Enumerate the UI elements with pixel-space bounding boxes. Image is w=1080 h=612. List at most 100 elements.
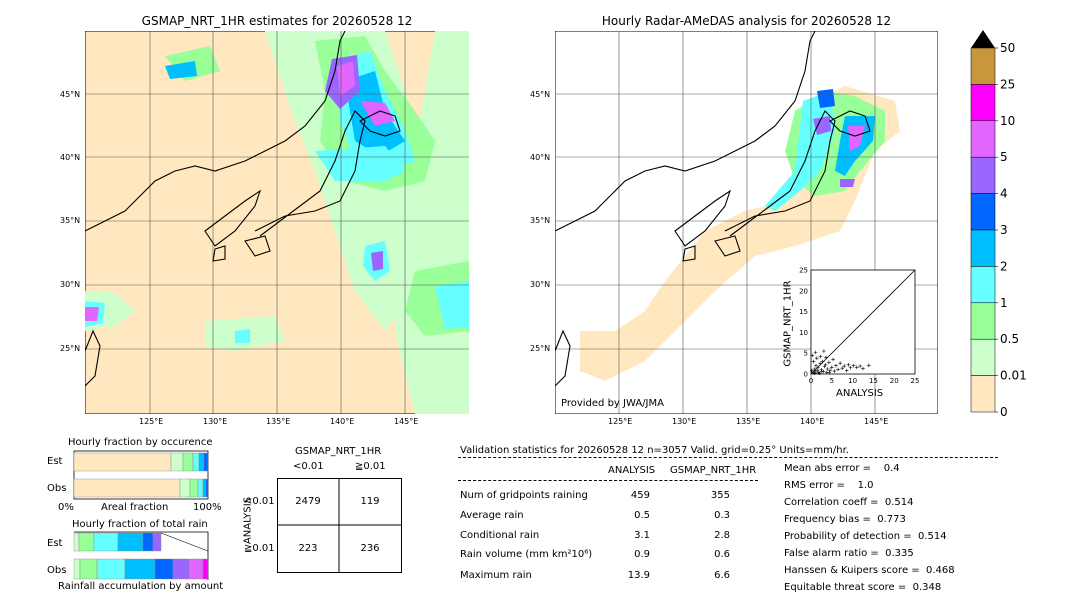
scatter-point (854, 365, 859, 370)
scatter-point (828, 368, 832, 373)
stat-label-volume: Rain volume (mm km²10⁶) (460, 549, 593, 560)
score-far: False alarm ratio = 0.335 (784, 548, 914, 559)
stat-analysis-gridpoints: 459 (630, 490, 650, 501)
scatter-point (834, 363, 838, 368)
contingency-cell-miss: 223 (298, 543, 318, 554)
colorbar-level-label: 0.01 (1000, 369, 1027, 383)
colorbar-segment (970, 338, 996, 376)
colorbar-segment (970, 156, 996, 194)
score-rms-error: RMS error = 1.0 (784, 480, 874, 491)
scatter-point (819, 368, 824, 372)
scatter-xtick-label: 5 (830, 377, 834, 385)
scatter-point (830, 365, 834, 370)
scatter-point (851, 363, 856, 368)
left-lon-label-135: 135°E (266, 417, 291, 426)
score-pod: Probability of detection = 0.514 (784, 531, 947, 542)
right-lon-label-125: 125°E (608, 417, 633, 426)
left-map (85, 31, 469, 414)
scatter-point (824, 355, 828, 360)
stat-gsmap-maximum: 6.6 (714, 570, 730, 581)
score-hk: Hanssen & Kuipers score = 0.468 (784, 565, 955, 576)
contingency-cell-hit-none: 2479 (295, 496, 321, 507)
scatter-point (822, 349, 826, 353)
occurrence-est-label: Est (47, 456, 63, 467)
total-rain-est-bar (73, 532, 162, 552)
left-map-rain-field (85, 31, 469, 414)
scatter-xtick-label: 15 (869, 377, 878, 385)
scatter-point (838, 361, 842, 365)
scatter-point (858, 364, 862, 368)
scatter-point (825, 367, 830, 371)
scatter-point (825, 370, 829, 375)
contingency-title: GSMAP_NRT_1HR (295, 446, 382, 457)
validation-col-gsmap: GSMAP_NRT_1HR (670, 465, 757, 476)
score-mean-abs-error: Mean abs error = 0.4 (784, 463, 900, 474)
scatter-xlabel: ANALYSIS (836, 388, 884, 399)
colorbar-level-label: 3 (1000, 223, 1008, 237)
contingency-cell-hit: 236 (360, 543, 380, 554)
left-lat-label-35: 35°N (60, 216, 81, 225)
validation-header: Validation statistics for 20260528 12 n=… (460, 445, 849, 456)
contingency-row-ge: ≧0.01 (244, 543, 275, 554)
colorbar-level-label: 0.5 (1000, 332, 1019, 346)
contingency-cell-false-alarm: 119 (360, 496, 380, 507)
scatter-point (820, 369, 824, 374)
occurrence-axis-left: 0% (58, 502, 74, 513)
colorbar-segment (970, 375, 996, 413)
scatter-point (811, 359, 816, 364)
scatter-point (832, 369, 837, 373)
left-map-coastline (85, 31, 401, 387)
right-map-coastline (555, 31, 871, 387)
colorbar-segment (970, 120, 996, 158)
stat-analysis-average: 0.5 (634, 510, 650, 521)
colorbar-level-label: 1 (1000, 296, 1008, 310)
stat-gsmap-conditional: 2.8 (714, 530, 730, 541)
colorbar: 50 25 10 5 4 3 2 1 0.5 0.01 0 (970, 30, 1027, 419)
total-rain-title: Hourly fraction of total rain (72, 519, 208, 530)
validation-divider (458, 457, 998, 458)
scatter-point (842, 364, 847, 368)
score-correlation: Correlation coeff = 0.514 (784, 497, 914, 508)
scatter-point (840, 366, 844, 370)
score-frequency-bias: Frequency bias = 0.773 (784, 514, 906, 525)
scatter-point (815, 356, 819, 360)
scatter-point (846, 363, 851, 367)
scatter-plot: 0 5 10 15 20 25 0 5 10 15 20 25 (799, 267, 919, 386)
scatter-point (816, 370, 821, 375)
scatter-ytick-label: 20 (799, 287, 808, 295)
stat-label-gridpoints: Num of gridpoints raining (460, 490, 588, 501)
colorbar-level-label: 2 (1000, 259, 1008, 273)
occurrence-axis-right: 100% (193, 502, 222, 513)
colorbar-segment (970, 266, 996, 304)
stat-label-average: Average rain (460, 510, 524, 521)
right-lat-label-45: 45°N (530, 90, 551, 99)
contingency-row-lt: <0.01 (244, 496, 275, 507)
stat-gsmap-volume: 0.6 (714, 549, 730, 560)
scatter-xtick-label: 10 (848, 377, 857, 385)
colorbar-segment (970, 84, 996, 122)
scatter-point (811, 370, 815, 375)
scatter-point (812, 367, 817, 371)
scatter-point (823, 363, 828, 367)
left-lat-label-40: 40°N (60, 153, 81, 162)
scatter-point (848, 365, 853, 370)
scatter-diagonal (810, 269, 916, 375)
scatter-point (818, 361, 822, 366)
total-rain-est-label: Est (47, 538, 63, 549)
colorbar-extend-arrow (971, 30, 995, 48)
occurrence-obs-bar (73, 478, 209, 498)
left-map-graticule (85, 31, 469, 414)
scatter-ytick-label: 10 (799, 329, 808, 337)
colorbar-level-label: 10 (1000, 114, 1015, 128)
stat-gsmap-gridpoints: 355 (710, 490, 730, 501)
scatter-point (812, 371, 817, 375)
right-lon-label-140: 140°E (800, 417, 825, 426)
scatter-ytick-label: 15 (799, 308, 808, 316)
left-lat-label-30: 30°N (60, 280, 81, 289)
scatter-point (818, 354, 823, 359)
left-map-title: GSMAP_NRT_1HR estimates for 20260528 12 (141, 14, 413, 28)
colorbar-level-label: 25 (1000, 77, 1015, 91)
score-ets: Equitable threat score = 0.348 (784, 582, 942, 593)
contingency-col-ge: ≧0.01 (355, 461, 386, 472)
occurrence-est-bar (73, 452, 209, 472)
